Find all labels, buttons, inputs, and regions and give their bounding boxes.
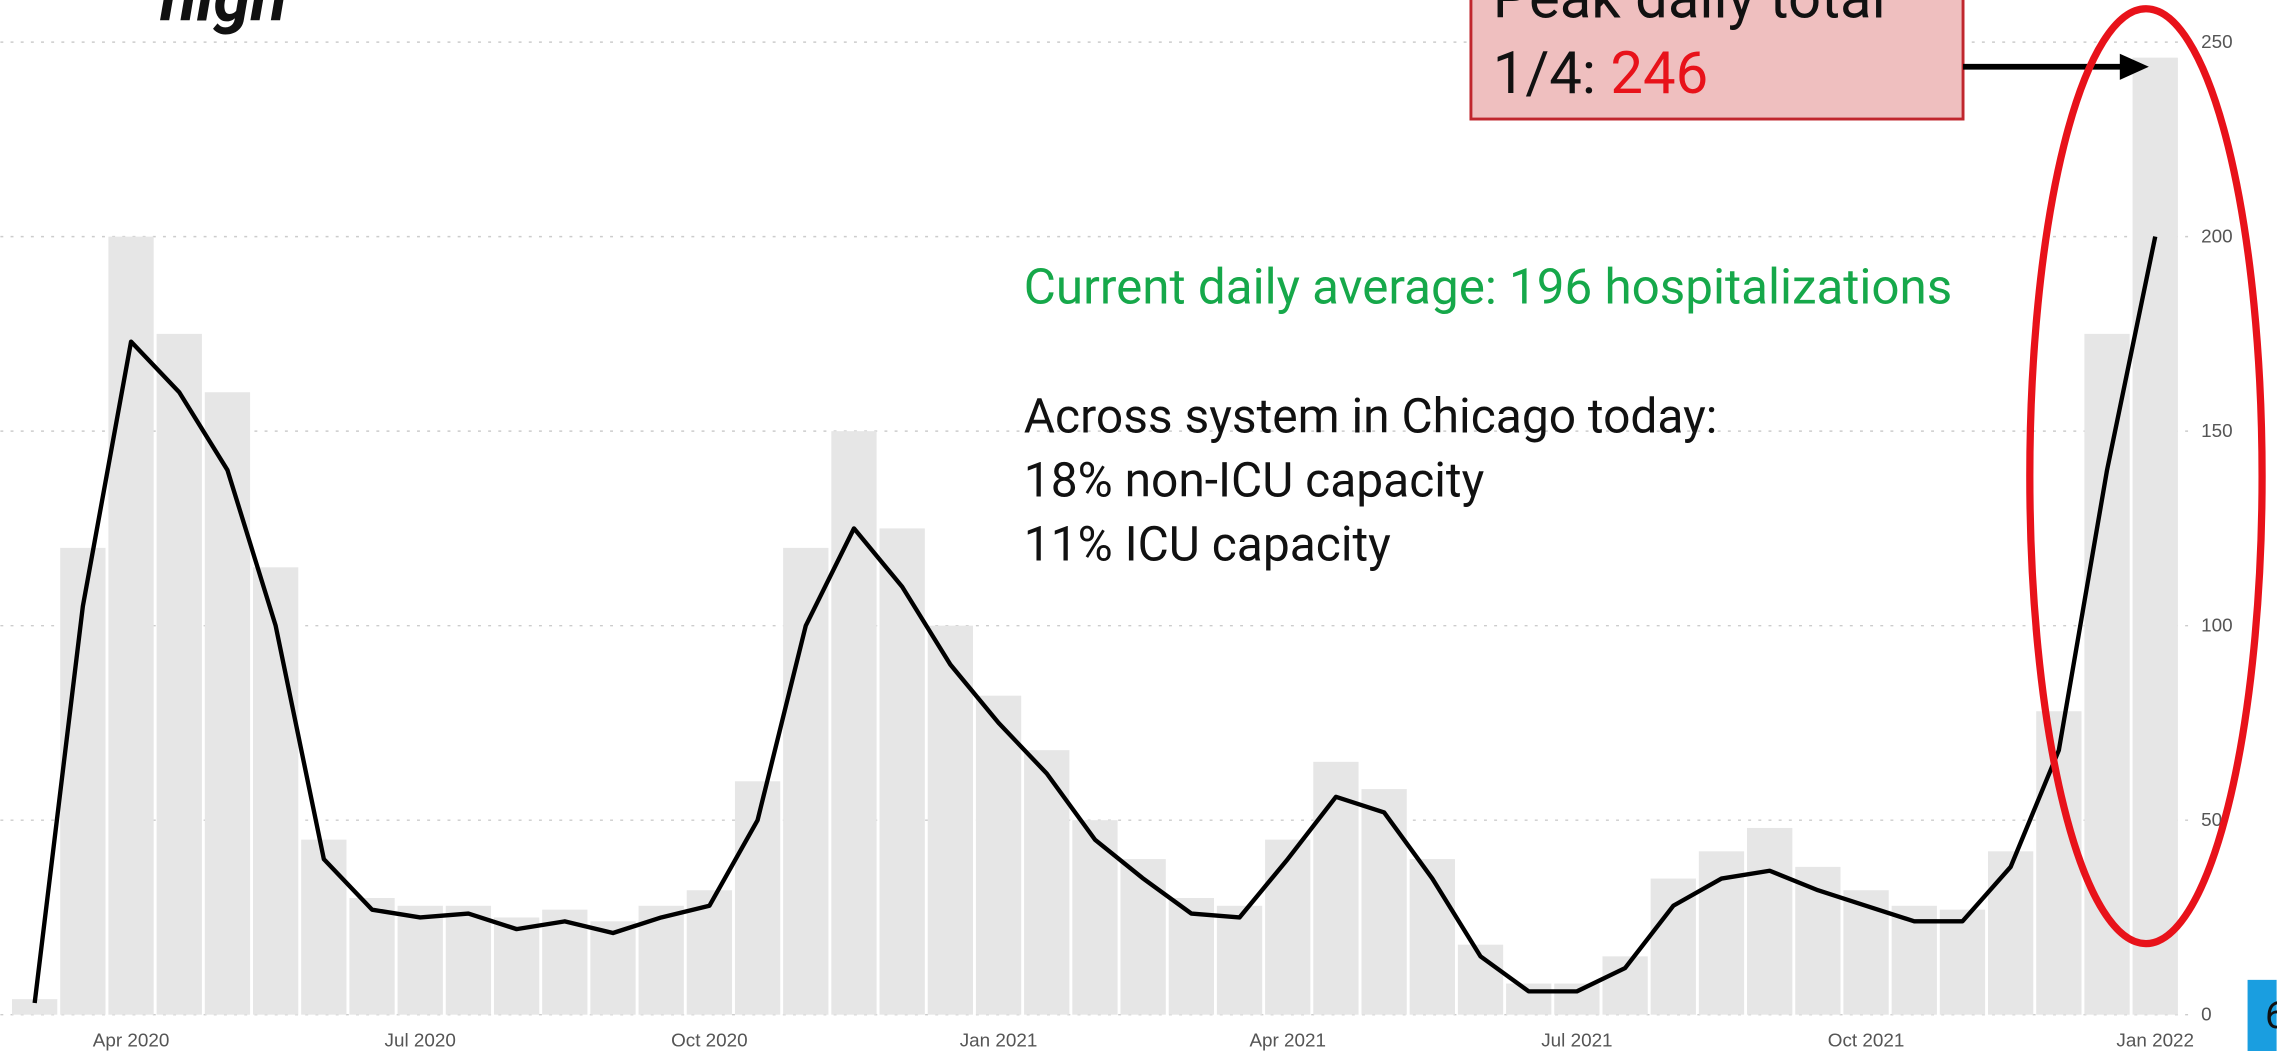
bars [12, 57, 2178, 1015]
y-tick-label: 200 [2201, 225, 2232, 246]
x-tick-label: Jul 2021 [1541, 1030, 1612, 1051]
bar [2036, 711, 2082, 1015]
arrow-head [2119, 53, 2149, 80]
x-tick-label: Apr 2020 [93, 1030, 170, 1051]
y-tick-label: 250 [2201, 31, 2232, 52]
bar [1168, 897, 1214, 1015]
bar [108, 236, 154, 1015]
y-tick-label: 150 [2201, 420, 2232, 441]
bar [2132, 57, 2178, 1015]
bar [1891, 905, 1937, 1015]
bar [60, 547, 106, 1015]
y-tick-label: 0 [2201, 1004, 2212, 1025]
bar [1120, 859, 1166, 1015]
bar [1939, 909, 1986, 1015]
bar [1988, 851, 2034, 1015]
peak-title: Peak daily total [1493, 0, 1886, 32]
bar [2084, 333, 2130, 1015]
bar [927, 625, 974, 1015]
capacity-heading: Across system in Chicago today: [1024, 389, 1718, 445]
peak-value: 246 [1610, 40, 1708, 108]
x-tick-label: Oct 2020 [671, 1030, 748, 1051]
peak-date: 1/4: [1493, 40, 1596, 108]
peak-box [1469, 0, 1965, 121]
slide-title: high [159, 0, 287, 37]
bar [349, 897, 395, 1015]
bar [879, 528, 925, 1015]
bar [590, 921, 636, 1015]
bar [1265, 839, 1311, 1015]
bar [301, 839, 347, 1015]
lines [32, 236, 2158, 1004]
x-tick-label: Jan 2021 [960, 1030, 1038, 1051]
bar [1024, 750, 1070, 1015]
bar [1747, 827, 1793, 1015]
y-tick-label: 50 [2201, 809, 2222, 830]
page-number-box [2247, 979, 2277, 1051]
bar [1361, 789, 1407, 1015]
axes: 0 50 100 150 200 250 Apr 2020 Jul 2020 Oct 2020 J… [0, 31, 2233, 1051]
bar [1409, 859, 1455, 1015]
page-number: 6 [2265, 994, 2277, 1038]
bar [1554, 983, 1600, 1015]
bar [252, 567, 299, 1015]
bar [493, 917, 540, 1015]
bar [1216, 905, 1263, 1015]
bar [156, 333, 202, 1015]
bar [445, 905, 492, 1015]
highlight-ellipse [2026, 5, 2266, 948]
current-average: Current daily average: 196 hospitalizati… [1024, 258, 1952, 316]
bar [1506, 983, 1552, 1015]
bar [831, 431, 877, 1015]
bar [783, 547, 829, 1015]
x-tick-label: Jul 2020 [385, 1030, 456, 1051]
x-tick-label: Apr 2021 [1249, 1030, 1326, 1051]
x-tick-label: Jan 2022 [2116, 1030, 2194, 1051]
capacity-non-icu: 18% non-ICU capacity [1024, 452, 1485, 508]
bar [204, 392, 251, 1015]
y-tick-label: 100 [2201, 614, 2232, 635]
x-tick-label: Oct 2021 [1828, 1030, 1905, 1051]
bar [397, 905, 443, 1015]
peak-label: 1/4: 246 [1493, 40, 1709, 108]
capacity-icu: 11% ICU capacity [1024, 516, 1391, 572]
bar [12, 999, 58, 1015]
bar [975, 695, 1022, 1015]
average-line [32, 236, 2158, 1004]
bar [1650, 878, 1696, 1015]
bar [1072, 820, 1118, 1015]
